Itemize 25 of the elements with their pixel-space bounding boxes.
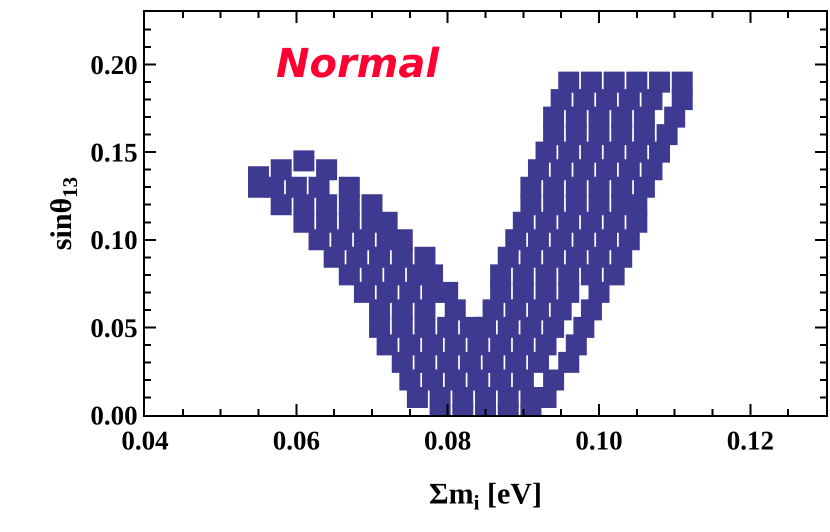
point (293, 150, 314, 172)
point (270, 159, 292, 180)
x-tick-label: 0.08 (424, 425, 472, 456)
point (512, 212, 534, 233)
point (376, 212, 398, 233)
point (580, 72, 602, 93)
y-tick-label: 0.05 (90, 312, 138, 343)
x-tick-label: 0.10 (575, 425, 623, 456)
annotation: Normal (276, 41, 440, 87)
x-tick-label: 0.06 (272, 425, 320, 456)
point (558, 72, 580, 93)
y-tick-label: 0.20 (90, 50, 138, 80)
point (338, 176, 360, 198)
point (286, 176, 307, 198)
point (649, 72, 670, 93)
x-tick-label: 0.12 (726, 425, 774, 456)
point (437, 282, 458, 303)
point (604, 72, 625, 93)
y-tick-label: 0.10 (90, 225, 138, 256)
point (392, 229, 413, 250)
point (672, 72, 693, 93)
y-tick-label: 0.15 (90, 138, 138, 168)
point (316, 159, 338, 180)
point (626, 72, 648, 93)
x-axis-title: Σm$_{i}$ [eV] (429, 477, 542, 515)
